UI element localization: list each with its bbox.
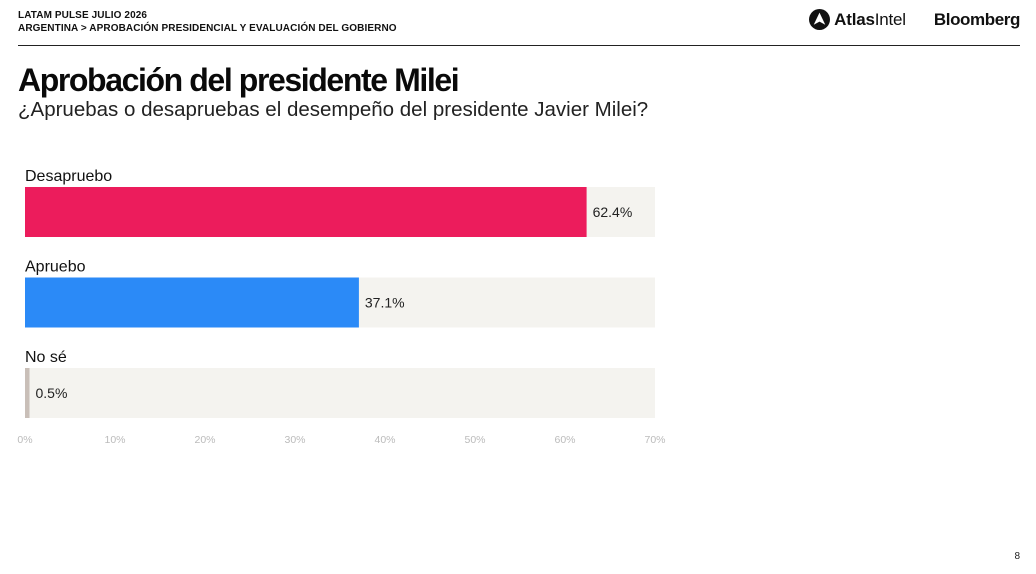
report-breadcrumb: ARGENTINA > APROBACIÓN PRESIDENCIAL Y EV…	[18, 23, 397, 34]
x-tick-label: 0%	[17, 434, 32, 446]
atlas-wordmark: AtlasIntel	[834, 9, 906, 29]
report-series: LATAM PULSE JULIO 2026	[18, 10, 148, 21]
x-tick-label: 30%	[284, 434, 305, 446]
category-label: No sé	[25, 349, 67, 366]
header-divider	[18, 45, 1020, 46]
bar-track	[25, 368, 655, 418]
x-tick-label: 10%	[104, 434, 125, 446]
chart-subtitle: ¿Apruebas o desapruebas el desempeño del…	[18, 98, 649, 121]
x-tick-label: 60%	[554, 434, 575, 446]
data-label: 0.5%	[36, 385, 68, 401]
x-tick-label: 50%	[464, 434, 485, 446]
bar	[25, 368, 30, 418]
data-label: 37.1%	[365, 295, 405, 311]
x-tick-label: 70%	[644, 434, 665, 446]
data-label: 62.4%	[593, 204, 633, 220]
category-label: Desapruebo	[25, 168, 112, 185]
x-tick-label: 20%	[194, 434, 215, 446]
logos: AtlasIntel Bloomberg	[809, 9, 1020, 30]
category-label: Apruebo	[25, 259, 86, 276]
atlasintel-logo: AtlasIntel	[809, 9, 906, 30]
chart-title: Aprobación del presidente Milei	[18, 62, 460, 98]
bloomberg-logo: Bloomberg	[933, 9, 1021, 29]
x-tick-label: 40%	[374, 434, 395, 446]
page-number: 8	[1014, 551, 1020, 562]
bar	[25, 187, 587, 237]
report-header: LATAM PULSE JULIO 2026 ARGENTINA > APROB…	[18, 9, 397, 35]
atlas-icon	[809, 9, 831, 30]
bar	[25, 277, 359, 328]
